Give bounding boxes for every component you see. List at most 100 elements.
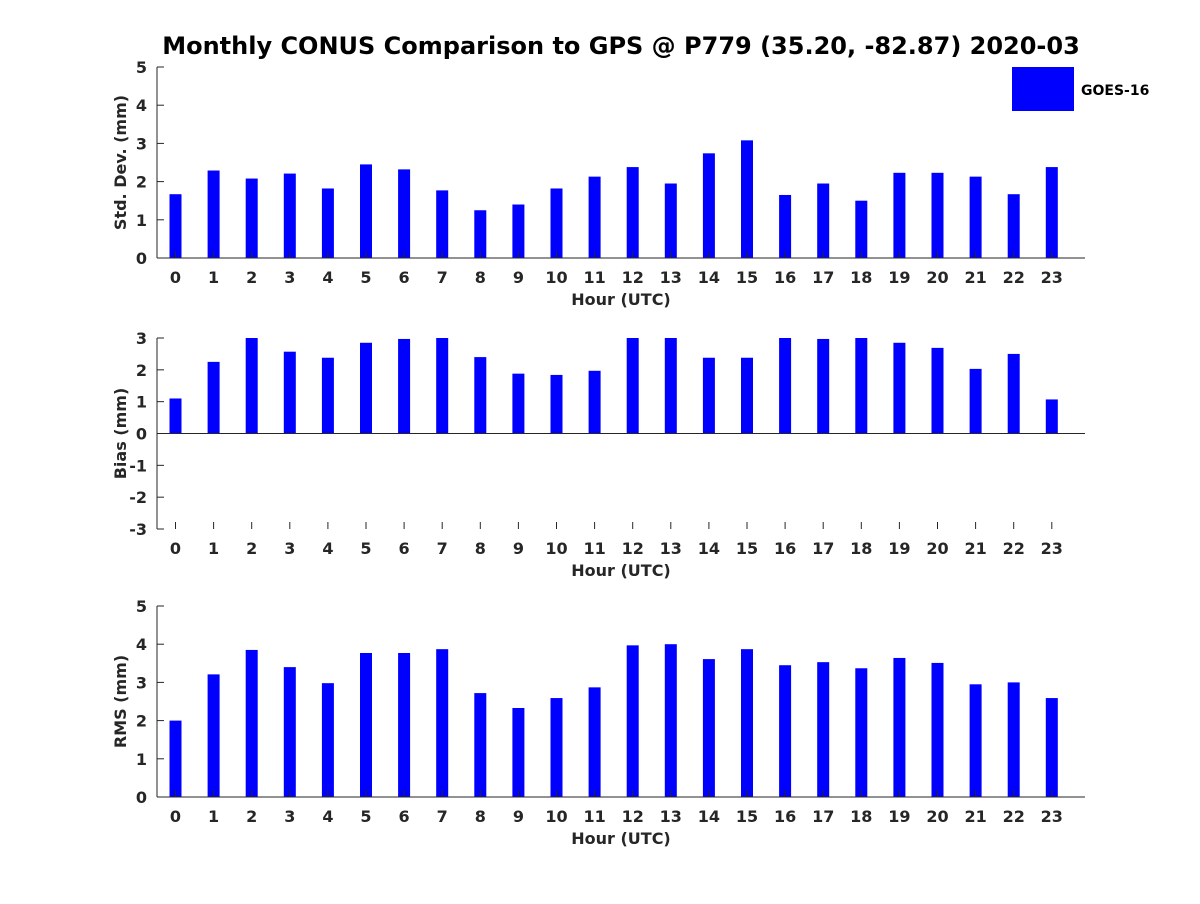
bar-bias-hour-7 (436, 338, 449, 434)
bar-std-hour-19 (893, 172, 906, 258)
legend: GOES-16 (1012, 67, 1149, 111)
x-tick-label: 2 (246, 807, 257, 826)
bar-rms-hour-9 (512, 707, 525, 797)
x-tick-label: 12 (622, 807, 644, 826)
x-tick-label: 7 (437, 268, 448, 287)
x-tick-label: 10 (545, 539, 567, 558)
y-tick-label: 1 (136, 211, 147, 230)
x-tick-label: 18 (850, 268, 872, 287)
x-tick-label: 6 (399, 268, 410, 287)
x-tick-label: 4 (322, 539, 333, 558)
x-tick-label: 3 (284, 268, 295, 287)
x-tick-label: 14 (698, 268, 720, 287)
x-tick-label: 15 (736, 539, 758, 558)
bar-bias-hour-0 (169, 398, 182, 434)
x-tick-label: 13 (660, 268, 682, 287)
x-tick-label: 17 (812, 268, 834, 287)
x-tick-label: 19 (888, 807, 910, 826)
bar-rms-hour-16 (779, 665, 792, 797)
bar-rms-hour-19 (893, 657, 906, 797)
bar-bias-hour-12 (626, 338, 639, 434)
bar-rms-hour-15 (741, 649, 753, 797)
x-tick-label: 22 (1003, 807, 1025, 826)
x-tick-label: 10 (545, 807, 567, 826)
bar-bias-hour-19 (893, 342, 906, 434)
bar-std-hour-3 (283, 173, 296, 258)
bar-rms-hour-11 (588, 687, 601, 797)
x-tick-label: 1 (208, 807, 219, 826)
x-tick-label: 21 (964, 268, 986, 287)
x-tick-label: 9 (513, 539, 524, 558)
bar-rms-hour-1 (207, 674, 220, 797)
y-tick-label: 2 (136, 712, 147, 731)
x-tick-label: 22 (1003, 268, 1025, 287)
y-tick-label: 4 (136, 96, 147, 115)
bar-std-hour-10 (550, 188, 563, 258)
x-tick-label: 14 (698, 539, 720, 558)
y-tick-label: 3 (136, 673, 147, 692)
bar-std-hour-13 (664, 183, 677, 258)
bar-bias-hour-5 (360, 342, 372, 434)
x-tick-label: 11 (583, 539, 605, 558)
x-tick-label: 11 (583, 268, 605, 287)
x-tick-label: 20 (926, 807, 948, 826)
bar-bias-hour-10 (550, 374, 563, 434)
bar-rms-hour-8 (474, 693, 487, 797)
bar-std-hour-20 (931, 172, 944, 258)
x-tick-label: 11 (583, 807, 605, 826)
bar-bias-hour-17 (817, 338, 830, 434)
bar-bias-hour-2 (245, 338, 258, 434)
bar-rms-hour-18 (855, 668, 868, 797)
x-axis-label: Hour (UTC) (571, 290, 671, 309)
legend-swatch (1012, 67, 1074, 111)
x-tick-label: 19 (888, 539, 910, 558)
x-tick-label: 5 (360, 807, 371, 826)
x-axis-label: Hour (UTC) (571, 829, 671, 848)
x-tick-label: 0 (170, 539, 181, 558)
bar-bias-hour-14 (702, 357, 715, 434)
y-tick-label: 1 (136, 393, 147, 412)
bar-bias-hour-16 (779, 338, 792, 434)
y-tick-label: 5 (136, 58, 147, 77)
bar-std-hour-16 (779, 194, 792, 258)
bar-bias-hour-4 (321, 357, 334, 434)
x-tick-label: 2 (246, 539, 257, 558)
bar-std-hour-11 (588, 176, 601, 258)
y-tick-label: 4 (136, 635, 147, 654)
x-tick-label: 8 (475, 807, 486, 826)
bar-rms-hour-2 (245, 649, 258, 797)
x-tick-label: 14 (698, 807, 720, 826)
bar-std-hour-4 (321, 188, 334, 258)
x-tick-label: 15 (736, 807, 758, 826)
x-tick-label: 13 (660, 807, 682, 826)
bar-bias-hour-9 (512, 373, 525, 434)
bar-bias-hour-23 (1045, 399, 1058, 434)
y-tick-label: 0 (136, 249, 147, 268)
y-tick-label: -2 (129, 488, 147, 507)
bar-rms-hour-17 (817, 662, 830, 797)
x-tick-label: 10 (545, 268, 567, 287)
x-tick-label: 12 (622, 268, 644, 287)
x-tick-label: 5 (360, 539, 371, 558)
bar-bias-hour-22 (1007, 353, 1020, 434)
bar-std-hour-17 (817, 183, 830, 258)
x-tick-label: 18 (850, 807, 872, 826)
x-tick-label: 9 (513, 268, 524, 287)
bar-rms-hour-14 (702, 659, 715, 797)
y-tick-label: 3 (136, 329, 147, 348)
bar-bias-hour-13 (664, 338, 677, 434)
bar-std-hour-14 (702, 153, 715, 258)
x-tick-label: 6 (399, 539, 410, 558)
bar-bias-hour-20 (931, 347, 944, 434)
x-tick-label: 18 (850, 539, 872, 558)
x-tick-label: 4 (322, 268, 333, 287)
x-tick-label: 9 (513, 807, 524, 826)
bar-rms-hour-6 (398, 652, 411, 797)
bar-bias-hour-18 (855, 338, 868, 434)
x-tick-label: 3 (284, 539, 295, 558)
y-axis-label: RMS (mm) (111, 655, 130, 748)
y-tick-label: 1 (136, 750, 147, 769)
